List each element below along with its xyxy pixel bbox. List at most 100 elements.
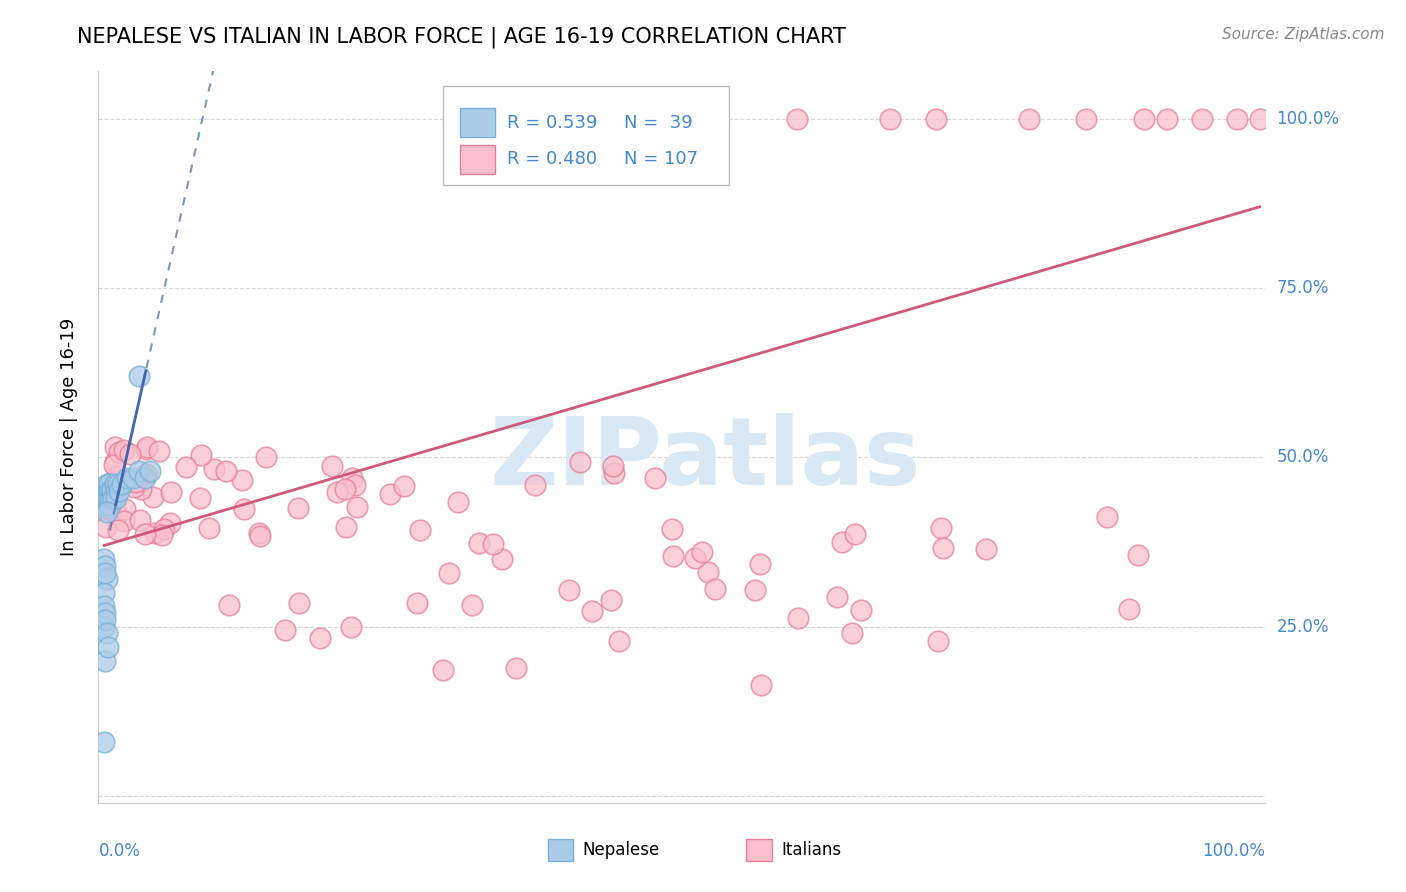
- Point: [468, 535, 491, 549]
- Point: [744, 582, 766, 597]
- Point: [122, 471, 145, 485]
- Point: [287, 500, 309, 515]
- Point: [174, 459, 197, 474]
- Point: [254, 450, 277, 464]
- Point: [117, 471, 139, 485]
- Point: [94, 654, 117, 668]
- Text: 50.0%: 50.0%: [1277, 449, 1329, 467]
- Point: [231, 473, 253, 487]
- Point: [786, 112, 808, 126]
- Y-axis label: In Labor Force | Age 16-19: In Labor Force | Age 16-19: [59, 318, 77, 557]
- Point: [879, 112, 901, 126]
- Point: [491, 552, 513, 566]
- Point: [198, 521, 221, 535]
- Point: [581, 604, 603, 618]
- FancyBboxPatch shape: [460, 145, 495, 174]
- Point: [143, 525, 166, 540]
- Point: [380, 487, 402, 501]
- Point: [128, 464, 150, 478]
- Point: [1095, 510, 1118, 524]
- Point: [340, 471, 363, 485]
- Point: [1018, 112, 1040, 126]
- Point: [103, 458, 125, 472]
- Point: [925, 112, 948, 126]
- Point: [249, 529, 271, 543]
- Point: [93, 735, 115, 749]
- Text: 100.0%: 100.0%: [1277, 110, 1340, 128]
- Text: NEPALESE VS ITALIAN IN LABOR FORCE | AGE 16-19 CORRELATION CHART: NEPALESE VS ITALIAN IN LABOR FORCE | AGE…: [77, 27, 846, 48]
- Point: [704, 582, 727, 596]
- Point: [104, 484, 127, 499]
- Point: [825, 590, 848, 604]
- Point: [190, 448, 212, 462]
- Point: [335, 520, 357, 534]
- Point: [94, 520, 117, 534]
- Point: [135, 442, 157, 456]
- Point: [339, 620, 361, 634]
- Point: [696, 566, 718, 580]
- Point: [150, 528, 173, 542]
- Point: [112, 514, 135, 528]
- Point: [97, 491, 120, 505]
- Point: [104, 491, 127, 505]
- Point: [505, 661, 527, 675]
- Text: R = 0.480: R = 0.480: [508, 150, 598, 168]
- Point: [110, 477, 132, 491]
- Point: [103, 491, 125, 505]
- Point: [607, 633, 630, 648]
- FancyBboxPatch shape: [443, 86, 728, 185]
- Point: [159, 516, 181, 530]
- Point: [447, 494, 470, 508]
- Point: [122, 480, 145, 494]
- Point: [96, 491, 118, 505]
- Point: [128, 513, 150, 527]
- Point: [1191, 112, 1213, 126]
- Point: [558, 582, 581, 597]
- Point: [104, 477, 127, 491]
- Point: [108, 484, 131, 499]
- Text: Nepalese: Nepalese: [582, 841, 659, 859]
- Point: [932, 541, 955, 556]
- Point: [94, 613, 117, 627]
- Point: [1128, 548, 1150, 562]
- Point: [160, 484, 183, 499]
- Text: R = 0.539: R = 0.539: [508, 113, 598, 131]
- Point: [461, 599, 484, 613]
- Point: [135, 440, 157, 454]
- Point: [100, 491, 122, 505]
- Point: [749, 678, 772, 692]
- Point: [437, 566, 460, 581]
- Point: [346, 500, 368, 515]
- Text: 25.0%: 25.0%: [1277, 618, 1329, 636]
- Point: [94, 484, 117, 499]
- Point: [125, 475, 148, 489]
- Point: [929, 521, 952, 535]
- Point: [661, 522, 683, 536]
- Point: [321, 458, 343, 473]
- Point: [94, 558, 117, 573]
- Point: [1225, 112, 1247, 126]
- Point: [93, 586, 115, 600]
- Point: [1133, 112, 1156, 126]
- Point: [1249, 112, 1271, 126]
- Point: [120, 474, 142, 488]
- Point: [97, 503, 120, 517]
- Point: [600, 593, 623, 607]
- Point: [97, 484, 120, 499]
- Point: [134, 527, 156, 541]
- Point: [787, 611, 810, 625]
- Point: [218, 599, 240, 613]
- Point: [96, 572, 118, 586]
- Point: [104, 440, 127, 454]
- Point: [104, 455, 127, 469]
- Point: [288, 596, 311, 610]
- Point: [93, 620, 115, 634]
- Point: [190, 491, 212, 505]
- Point: [215, 464, 238, 478]
- Point: [105, 507, 128, 521]
- Point: [335, 482, 357, 496]
- Point: [134, 471, 156, 485]
- Point: [844, 526, 866, 541]
- Point: [97, 498, 120, 512]
- Point: [482, 537, 505, 551]
